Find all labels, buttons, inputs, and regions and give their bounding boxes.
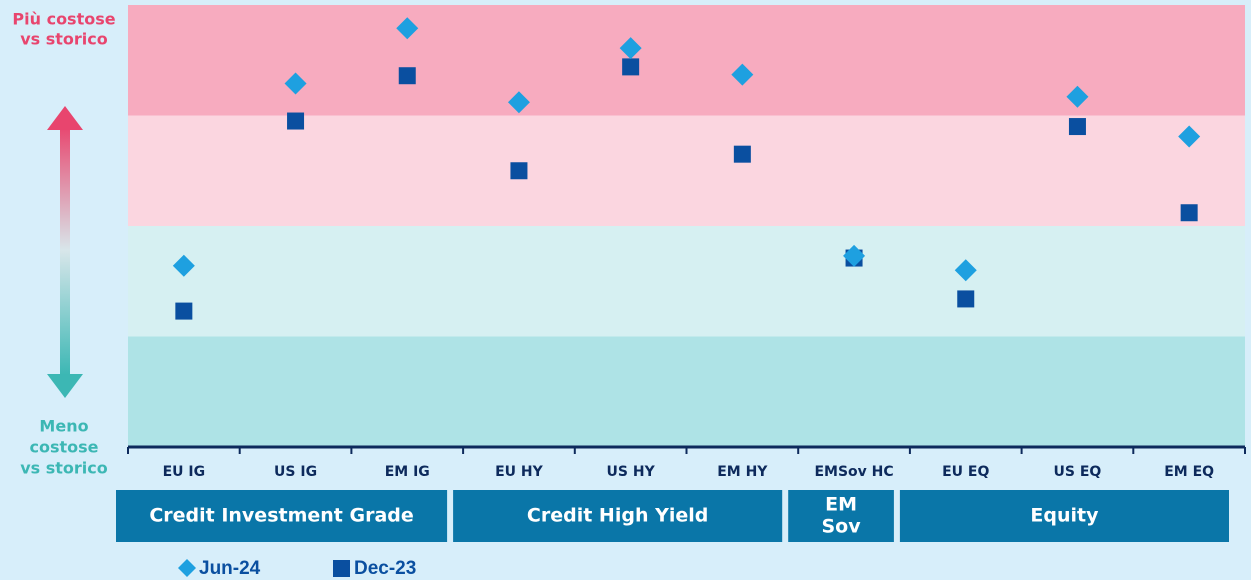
x-tick-label: EM IG: [385, 464, 430, 480]
top-label: vs storico: [20, 30, 108, 49]
band: [128, 115, 1245, 226]
legend-label: Dec-23: [354, 558, 416, 579]
group-label: Credit Investment Grade: [149, 505, 413, 527]
diamond-marker: [1178, 125, 1201, 148]
group-label: Equity: [1030, 505, 1099, 527]
bottom-label: Meno: [39, 417, 88, 436]
diamond-marker: [284, 72, 307, 95]
diamond-marker: [507, 91, 530, 114]
square-marker: [733, 145, 751, 163]
square-marker: [1068, 118, 1086, 136]
x-tick-label: EM HY: [717, 464, 768, 480]
x-tick-label: US EQ: [1054, 464, 1102, 480]
bottom-label: vs storico: [20, 459, 108, 478]
band: [128, 5, 1245, 116]
diamond-marker: [731, 63, 754, 86]
x-tick-label: EU EQ: [942, 464, 989, 480]
x-tick-label: US IG: [274, 464, 317, 480]
group-box: [899, 490, 1229, 542]
square-marker: [175, 302, 193, 320]
square-marker: [622, 58, 640, 76]
diamond-marker: [843, 244, 866, 267]
square-marker: [287, 112, 305, 130]
band: [128, 336, 1245, 447]
diamond-marker: [396, 17, 419, 40]
x-tick-label: EM EQ: [1164, 464, 1214, 480]
value-arrow: [47, 106, 83, 398]
top-label: Più costose: [12, 10, 115, 29]
x-tick-label: EU HY: [495, 464, 544, 480]
group-box: [453, 490, 783, 542]
x-tick-label: US HY: [607, 464, 656, 480]
group-box: [788, 490, 894, 542]
legend-label: Jun-24: [199, 558, 261, 579]
group-label: Credit High Yield: [527, 505, 708, 527]
group-label: Sov: [821, 516, 861, 538]
group-label: EM: [825, 494, 857, 516]
square-marker: [957, 290, 975, 308]
square-marker: [398, 67, 416, 85]
legend-marker: [333, 560, 350, 577]
diamond-marker: [1066, 85, 1089, 108]
diamond-marker: [954, 259, 977, 282]
diamond-marker: [172, 254, 195, 277]
square-marker: [1180, 204, 1198, 222]
legend-marker: [178, 559, 196, 577]
group-box: [116, 490, 448, 542]
band: [128, 226, 1245, 337]
square-marker: [510, 162, 528, 180]
x-tick-label: EU IG: [163, 464, 206, 480]
bottom-label: costose: [29, 438, 98, 457]
x-tick-label: EMSov HC: [814, 464, 893, 480]
diamond-marker: [619, 37, 642, 60]
